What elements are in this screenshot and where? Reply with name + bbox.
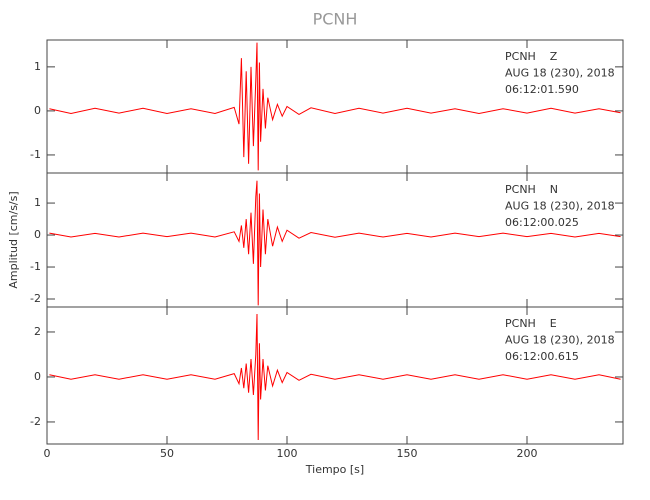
x-tick-label: 0	[44, 447, 51, 460]
x-axis-label: Tiempo [s]	[305, 463, 364, 476]
x-tick-label: 150	[397, 447, 418, 460]
annotation: PCNH E	[505, 317, 557, 330]
y-tick-label: -1	[30, 148, 41, 161]
y-tick-label: 1	[34, 196, 41, 209]
annotation: AUG 18 (230), 2018	[505, 67, 615, 80]
annotation: 06:12:01.590	[505, 83, 579, 96]
y-axis-label: Amplitud [cm/s/s]	[7, 191, 20, 288]
waveform	[49, 313, 621, 441]
x-tick-label: 200	[517, 447, 538, 460]
annotation: PCNH N	[505, 183, 558, 196]
waveform	[49, 180, 621, 306]
y-tick-label: 1	[34, 60, 41, 73]
y-tick-label: 0	[34, 104, 41, 117]
waveform	[49, 42, 621, 171]
x-tick-label: 50	[160, 447, 174, 460]
y-tick-label: 0	[34, 370, 41, 383]
annotation: AUG 18 (230), 2018	[505, 334, 615, 347]
annotation: 06:12:00.025	[505, 216, 579, 229]
y-tick-label: -2	[30, 415, 41, 428]
y-tick-label: 0	[34, 228, 41, 241]
y-tick-label: 2	[34, 325, 41, 338]
panel-frame	[46, 306, 624, 445]
x-tick-label: 100	[277, 447, 298, 460]
annotation: AUG 18 (230), 2018	[505, 200, 615, 213]
annotation: 06:12:00.615	[505, 350, 579, 363]
y-tick-label: -2	[30, 292, 41, 305]
chart-title: PCNH	[313, 10, 358, 29]
annotation: PCNH Z	[505, 50, 558, 63]
y-tick-label: -1	[30, 260, 41, 273]
